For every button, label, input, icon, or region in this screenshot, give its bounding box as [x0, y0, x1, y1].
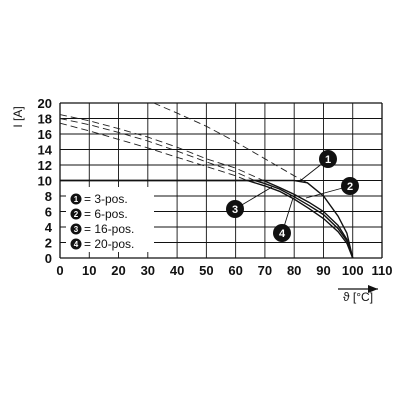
curve-badge-number-4: 4 — [279, 228, 286, 240]
x-tick-label-0: 0 — [56, 263, 63, 278]
tick-labels: 0 10 20 30 40 50 60 70 80 90 100 110024681012141618… — [38, 96, 393, 278]
legend-badge-4 — [70, 238, 82, 250]
legend-badge-number-3: 3 — [74, 225, 79, 234]
y-tick-label-6: 6 — [45, 205, 52, 220]
y-tick-label-14: 14 — [38, 143, 53, 158]
curves — [59, 102, 354, 259]
curve-4-dashed — [59, 122, 248, 181]
curve-badge-number-2: 2 — [347, 181, 353, 193]
y-tick-label-0: 0 — [45, 251, 52, 266]
legend-badge-3 — [70, 223, 82, 235]
y-tick-label-4: 4 — [45, 220, 53, 235]
x-tick-label-20: 20 — [111, 263, 125, 278]
x-tick-label-30: 30 — [141, 263, 155, 278]
curve-badge-3 — [226, 200, 244, 218]
curve-badge-number-1: 1 — [325, 154, 331, 166]
curve-1-dashed — [153, 102, 308, 184]
x-axis-arrow-head — [368, 285, 378, 293]
x-tick-label-10: 10 — [82, 263, 96, 278]
y-tick-label-2: 2 — [45, 236, 52, 251]
curve-badge-2 — [341, 177, 359, 195]
y-tick-label-8: 8 — [45, 189, 52, 204]
curve-3-dashed — [59, 118, 255, 181]
legend-badge-number-2: 2 — [74, 210, 79, 219]
curve-badge-number-3: 3 — [232, 204, 238, 216]
x-tick-label-50: 50 — [199, 263, 213, 278]
legend-label-2: = 6-pos. — [84, 207, 128, 221]
x-tick-label-80: 80 — [287, 263, 301, 278]
y-tick-label-12: 12 — [38, 158, 52, 173]
curve-badge-1 — [319, 150, 337, 168]
legend-badge-2 — [70, 208, 82, 220]
legend-badge-number-4: 4 — [74, 240, 79, 249]
curve-2-solid — [263, 179, 354, 259]
x-tick-label-100: 100 — [342, 263, 364, 278]
curve-2-dashed — [59, 114, 264, 181]
curve-badge-4 — [273, 224, 291, 242]
x-tick-label-90: 90 — [316, 263, 330, 278]
legend-label-1: = 3-pos. — [84, 192, 128, 206]
y-tick-label-20: 20 — [38, 96, 52, 111]
y-tick-label-16: 16 — [38, 127, 52, 142]
y-tick-label-18: 18 — [38, 112, 52, 127]
legend-badge-number-1: 1 — [74, 195, 79, 204]
x-tick-label-110: 110 — [372, 263, 393, 278]
curve-1-solid — [60, 179, 354, 259]
legend-label-4: = 20-pos. — [84, 237, 134, 251]
y-axis-label: I [A] — [11, 106, 25, 127]
legend: 1 = 3-pos. 2 = 6-pos. 3 = 16-pos. 4 = 20-pos. — [66, 187, 154, 252]
x-tick-label-40: 40 — [170, 263, 184, 278]
x-tick-label-60: 60 — [228, 263, 242, 278]
curve-4-solid — [247, 179, 354, 259]
x-axis-label: ϑ [°C] — [343, 290, 373, 304]
x-tick-label-70: 70 — [258, 263, 272, 278]
curve-badges: 1 2 3 4 — [226, 150, 359, 242]
legend-badge-1 — [70, 193, 82, 205]
y-tick-label-10: 10 — [38, 174, 52, 189]
legend-label-3: = 16-pos. — [84, 222, 134, 236]
curve-3-solid — [254, 179, 354, 259]
